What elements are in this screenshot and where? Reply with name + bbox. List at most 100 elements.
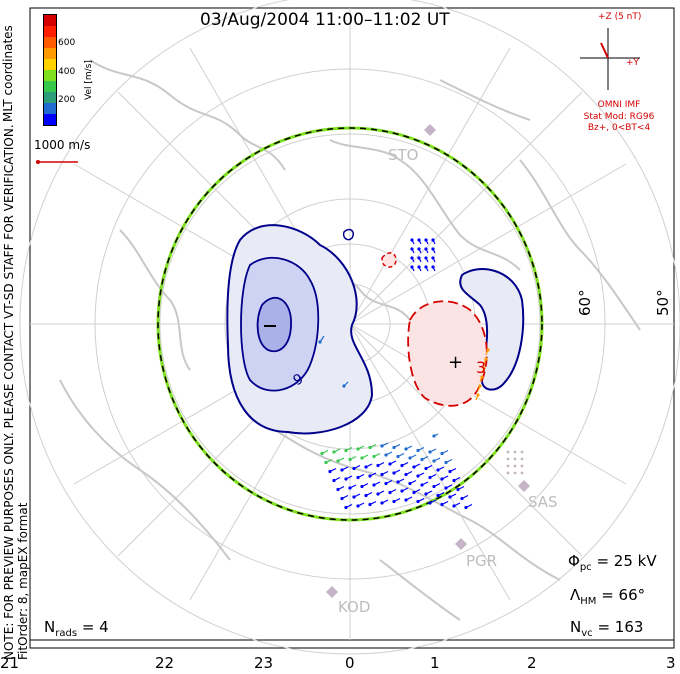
colorbar-segment — [44, 26, 56, 37]
negative-cell — [226, 224, 374, 435]
phi-symbol: Φ — [568, 552, 580, 570]
vector-dot — [388, 490, 392, 495]
vector-dot — [417, 265, 421, 269]
colorbar-segment — [44, 59, 56, 70]
vector-dot — [344, 448, 348, 453]
vector-dot — [404, 447, 408, 451]
nrads-sub: rads — [55, 628, 78, 639]
lambda-value: = 66° — [601, 586, 646, 604]
site-label-sto: STO — [388, 146, 419, 164]
mlt-tick-3: 3 — [666, 654, 676, 672]
vector-dot — [484, 357, 488, 361]
vector-dot — [410, 238, 414, 242]
vector-dot — [368, 445, 372, 450]
vector-dot — [336, 459, 340, 463]
imf-y-label: +Y — [626, 58, 640, 68]
vector-dot — [360, 484, 364, 489]
vector-dot — [448, 495, 452, 499]
vector-dot — [388, 462, 392, 466]
vector-dot — [482, 366, 486, 370]
vector-dot — [448, 469, 452, 474]
vector-dot — [440, 502, 444, 507]
site-dot — [520, 450, 524, 454]
nvc-symbol: N — [570, 618, 582, 636]
hmb-latitude: ΛHM = 66° — [570, 586, 645, 607]
vector-dot — [344, 477, 348, 481]
fit-order: FitOrder: 8, mapEX format — [16, 502, 30, 660]
colorbar-tick-200: 200 — [58, 95, 76, 105]
site-dot — [520, 457, 524, 461]
colorbar-segment — [44, 114, 56, 125]
vector-dot — [410, 256, 414, 260]
vector-dot — [392, 445, 396, 450]
lambda-symbol: Λ — [570, 586, 581, 604]
vector-dot — [336, 487, 340, 492]
colorbar-tick-400: 400 — [58, 67, 76, 77]
vector-dot — [456, 487, 460, 492]
site-dot — [506, 471, 510, 475]
vector-dot — [424, 256, 428, 260]
radar-count: Nrads = 4 — [44, 618, 109, 639]
scale-vector-label: 1000 m/s — [34, 138, 91, 152]
vector-dot — [452, 478, 456, 483]
site-label-kod: KOD — [338, 598, 371, 616]
vector-dot — [384, 481, 388, 486]
vector-dot — [392, 471, 396, 475]
vector-dot — [436, 468, 440, 472]
vector-dot — [380, 444, 384, 448]
site-dot — [513, 464, 517, 468]
mlt-tick-1: 1 — [430, 654, 440, 672]
vector-dot — [432, 434, 436, 438]
site-dot — [506, 457, 510, 461]
velocity-colorbar — [43, 14, 57, 126]
vector-dot — [348, 486, 352, 490]
site-markers — [326, 124, 530, 598]
vector-dot — [404, 498, 408, 502]
vector-dot — [444, 486, 448, 490]
colorbar-segment — [44, 92, 56, 103]
vector-dot — [356, 475, 360, 480]
site-dot — [520, 464, 524, 468]
mlt-tick-22: 22 — [155, 654, 175, 672]
vector-dot — [368, 474, 372, 478]
site-label-sas: SAS — [528, 493, 558, 511]
site-dot — [506, 464, 510, 468]
vector-dot — [424, 466, 428, 471]
vector-dot — [342, 384, 346, 388]
plot-frame — [29, 7, 675, 649]
cross-polar-potential: Φpc = 25 kV — [568, 552, 657, 573]
vector-dot — [392, 499, 396, 504]
vector-dot — [324, 460, 328, 465]
vector-dot — [452, 504, 456, 508]
vector-dot — [356, 447, 360, 451]
vector-dot — [364, 465, 368, 469]
vector-dot — [408, 456, 412, 460]
vector-dot — [380, 501, 384, 505]
vector-dot — [478, 384, 482, 388]
vector-dot — [340, 496, 344, 501]
vector-dot — [344, 505, 348, 510]
vector-dot — [412, 490, 416, 495]
vector-dot — [424, 492, 428, 496]
max-marker: + — [448, 352, 464, 373]
vector-dot — [360, 456, 364, 460]
vector-dot — [440, 477, 444, 481]
colorbar-segment — [44, 70, 56, 81]
vector-dot — [352, 466, 356, 471]
vector-dot — [444, 460, 448, 465]
hmb-boundary — [157, 127, 543, 521]
vector-dot — [340, 468, 344, 472]
vector-dot — [320, 451, 324, 456]
mlt-tick-21: 21 — [0, 654, 20, 672]
nvc-value: = 163 — [597, 618, 644, 636]
vector-dot — [328, 469, 332, 474]
vector-dot — [416, 474, 420, 478]
vector-dot — [417, 256, 421, 260]
vector-dot — [364, 493, 368, 498]
site-label-pgr: PGR — [466, 552, 498, 570]
vector-dot — [384, 453, 388, 457]
imf-clock — [580, 28, 640, 90]
colorbar-segment — [44, 15, 56, 26]
vector-dot — [372, 483, 376, 487]
